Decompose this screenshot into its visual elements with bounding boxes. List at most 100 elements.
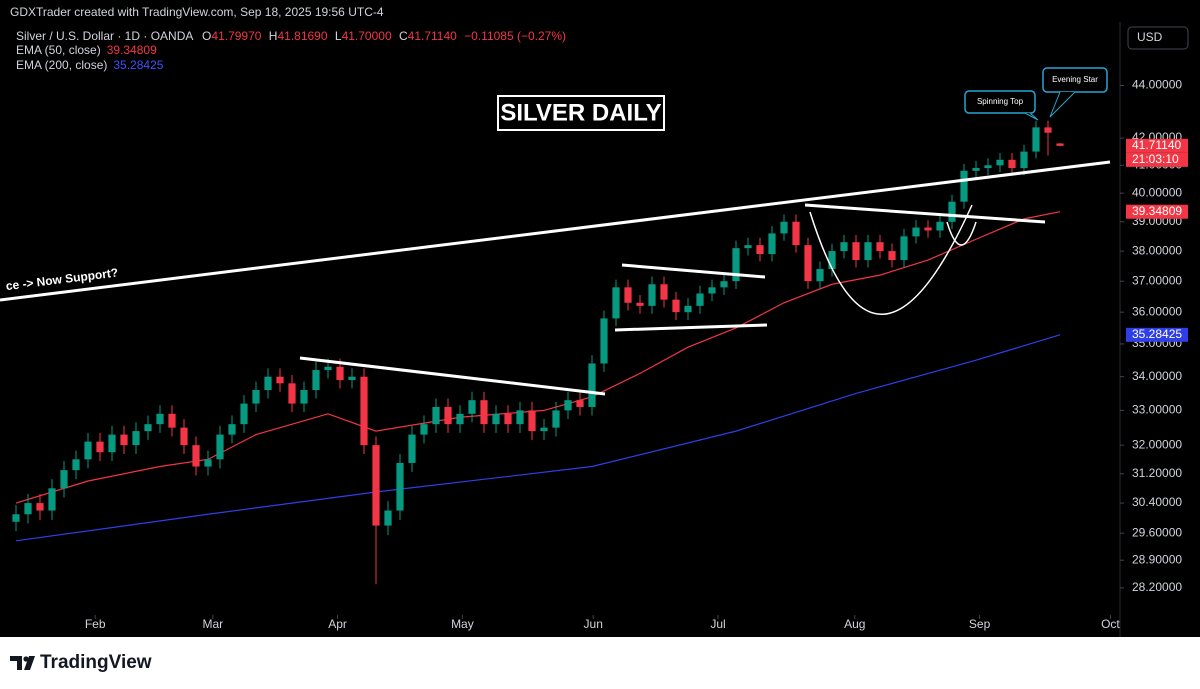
trendline — [804, 203, 1046, 224]
candle-body — [864, 242, 872, 261]
candle-body — [156, 413, 164, 425]
candle-body — [996, 159, 1004, 166]
ema-line — [15, 211, 1061, 504]
change: −0.11085 (−0.27%) — [464, 29, 566, 43]
candle-body — [720, 281, 728, 288]
candle-body — [432, 406, 440, 425]
candle-body — [876, 242, 884, 252]
ohlc-label: L — [335, 29, 342, 43]
candle-body — [684, 305, 692, 313]
candle-body — [696, 293, 704, 306]
x-tick-label: May — [451, 617, 474, 631]
candle-body — [180, 427, 188, 446]
callout-pointer — [1024, 112, 1039, 121]
candle-body — [1020, 151, 1028, 169]
x-tick-label: Jun — [584, 617, 603, 631]
candle-body — [780, 221, 788, 234]
candle-body — [408, 434, 416, 463]
candle-body — [336, 366, 344, 381]
y-tick-label: 32.00000 — [1132, 437, 1182, 451]
candle-body — [1056, 143, 1064, 146]
x-tick-label: Mar — [202, 617, 223, 631]
y-tick-label: 44.00000 — [1132, 78, 1182, 92]
y-tick-label: 38.00000 — [1132, 243, 1182, 257]
currency[interactable]: USD — [1137, 30, 1163, 44]
candle-body — [384, 510, 392, 526]
drawings — [0, 160, 1111, 396]
countdown: 21:03:10 — [1132, 152, 1179, 166]
y-tick-label: 37.00000 — [1132, 273, 1182, 287]
candle-body — [660, 284, 668, 300]
currency-button[interactable] — [1127, 26, 1189, 50]
logo: TradingView — [10, 652, 152, 673]
candle-body — [504, 413, 512, 425]
trendline — [0, 160, 1111, 302]
candle-body — [984, 165, 992, 169]
candle-body — [132, 431, 140, 446]
candle-body — [600, 318, 608, 364]
candle-body — [912, 227, 920, 237]
trendline — [299, 356, 606, 396]
candle-body — [12, 514, 20, 522]
candle-body — [756, 245, 764, 255]
y-tick-label: 28.90000 — [1132, 552, 1182, 566]
candle-body — [516, 410, 524, 425]
candle-body — [576, 400, 584, 407]
ohlc-value: 41.71140 — [408, 29, 457, 43]
candle-body — [228, 424, 236, 435]
countdown-tag — [1126, 152, 1188, 167]
y-tick-label: 40.00000 — [1132, 185, 1182, 199]
x-tick-label: Feb — [85, 617, 106, 631]
candle-body — [936, 221, 944, 231]
attribution: GDXTrader created with TradingView.com, … — [10, 5, 384, 19]
handle-curve — [946, 221, 977, 246]
candle-body — [1032, 127, 1040, 152]
ohlc-label: O — [202, 29, 211, 43]
candle-body — [612, 287, 620, 319]
candle-body — [204, 459, 212, 467]
trendline — [614, 323, 768, 332]
candle-body — [240, 403, 248, 425]
candle-body — [792, 221, 800, 246]
candle-body — [1044, 127, 1052, 133]
candle-body — [24, 503, 32, 515]
candle-body — [552, 410, 560, 428]
price-tag-label: 41.71140 — [1132, 138, 1181, 152]
ema-tag-label: 39.34809 — [1132, 204, 1182, 218]
annotation: Spinning Top — [977, 97, 1024, 106]
candle-body — [540, 427, 548, 432]
candle-body — [420, 424, 428, 435]
ohlc-value: 41.70000 — [342, 29, 392, 43]
y-tick-label: 33.00000 — [1132, 403, 1182, 417]
y-tick-label: 28.20000 — [1132, 580, 1182, 594]
candle-body — [744, 245, 752, 249]
ema-tag — [1126, 204, 1188, 219]
candle-body — [1008, 159, 1016, 169]
ema-value: 35.28425 — [113, 58, 163, 72]
candle-body — [456, 413, 464, 425]
x-tick-label: Sep — [969, 617, 991, 631]
candle-body — [900, 236, 908, 261]
candle-body — [480, 400, 488, 425]
candle-body — [804, 245, 812, 282]
x-tick-label: Oct — [1101, 617, 1120, 631]
ema-name: EMA (200, close) — [16, 58, 107, 72]
y-tick-label: 30.40000 — [1132, 495, 1182, 509]
candle-body — [708, 287, 716, 294]
candle-body — [276, 376, 284, 384]
candle-body — [840, 242, 848, 252]
candle-body — [300, 390, 308, 404]
x-tick-label: Jul — [710, 617, 725, 631]
y-tick-label: 34.00000 — [1132, 369, 1182, 383]
annotation-callout — [964, 90, 1036, 114]
candle-body — [648, 284, 656, 306]
candle-body — [264, 376, 272, 391]
candle-body — [216, 434, 224, 460]
candle-body — [324, 366, 332, 371]
candle-body — [168, 413, 176, 428]
ohlc-value: 41.79970 — [211, 29, 261, 43]
candle-body — [120, 434, 128, 446]
ema-tag-label: 35.28425 — [1132, 327, 1182, 341]
candle-body — [564, 400, 572, 411]
